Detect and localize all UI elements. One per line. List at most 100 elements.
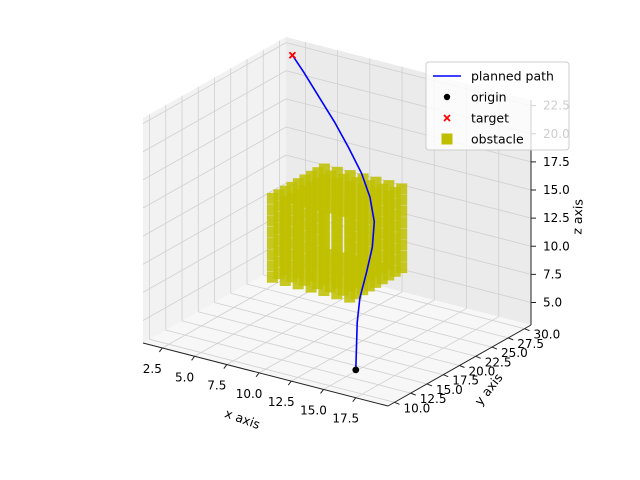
x-tick-label: 15.0	[300, 403, 327, 417]
obstacle-voxel	[389, 265, 401, 277]
obstacle-voxel	[363, 201, 375, 213]
y-tick-label: 10.0	[404, 401, 431, 415]
obstacle-voxel	[350, 287, 362, 299]
x-tick-mark	[320, 389, 324, 394]
obstacle-voxel	[350, 265, 362, 277]
obstacle-voxel	[318, 163, 330, 175]
obstacle-voxel	[357, 194, 369, 206]
obstacle-voxel	[344, 170, 356, 182]
obstacle-voxel	[318, 251, 330, 263]
obstacle-voxel	[273, 223, 285, 234]
x-axis-line	[142, 342, 389, 407]
obstacle-voxel	[292, 267, 304, 279]
obstacle-voxel	[357, 273, 369, 284]
obstacle-voxel	[370, 243, 382, 255]
obstacle-voxel	[331, 243, 343, 255]
z-tick-label: 5.0	[543, 296, 562, 310]
planned-path	[291, 54, 376, 370]
obstacle-voxel	[331, 277, 343, 288]
obstacle-voxel	[370, 254, 382, 266]
obstacle-voxel	[305, 247, 317, 259]
obstacle-voxel	[305, 202, 317, 214]
obstacle-voxel	[286, 204, 298, 216]
obstacle-voxel	[273, 189, 285, 201]
grid-line-y-floor	[246, 283, 493, 348]
obstacle-voxel	[370, 220, 382, 232]
obstacle-voxel	[312, 278, 324, 289]
obstacle-voxel	[312, 256, 324, 268]
obstacle-voxel	[286, 249, 298, 261]
obstacle-voxel	[350, 187, 362, 199]
x-tick-mark	[158, 347, 163, 353]
obstacle-voxel	[389, 198, 401, 210]
obstacle-voxel	[331, 220, 343, 232]
obstacle-voxel	[292, 278, 304, 290]
obstacle-voxel	[383, 180, 395, 192]
obstacle-voxel	[299, 219, 311, 231]
obstacle-voxel	[344, 180, 356, 192]
origin-marker	[352, 366, 360, 374]
obstacle-voxel	[376, 261, 388, 273]
x-tick-label: 2.5	[143, 362, 162, 376]
obstacle-voxel	[325, 249, 337, 261]
obstacle-voxel	[370, 176, 382, 188]
obstacle-voxel	[273, 234, 285, 246]
obstacle-voxel	[292, 255, 304, 267]
y-tick-mark	[524, 328, 530, 332]
z-tick-label: 12.5	[543, 211, 570, 225]
obstacle-voxel	[376, 239, 388, 251]
obstacle-voxel	[266, 249, 278, 261]
grid-line-y-floor	[214, 302, 460, 366]
obstacle-voxel	[292, 210, 304, 222]
obstacle-voxel	[312, 188, 324, 200]
obstacle-voxel	[344, 257, 356, 269]
obstacle-voxel	[351, 177, 363, 189]
x-tick-mark	[191, 355, 195, 361]
obstacle-voxel	[305, 225, 317, 237]
obstacle-voxel	[331, 254, 343, 266]
obstacle-voxel	[370, 276, 382, 288]
obstacle-voxels	[266, 163, 408, 303]
obstacle-voxel	[273, 256, 285, 268]
obstacle-voxel	[363, 224, 375, 236]
obstacle-voxel	[305, 281, 317, 293]
obstacle-voxel	[325, 191, 337, 203]
obstacle-voxel	[312, 167, 324, 179]
obstacle-voxel	[344, 246, 356, 258]
grid-line-z-left	[142, 154, 287, 237]
obstacle-voxel	[376, 273, 388, 285]
grid-line-z-left	[142, 211, 287, 293]
obstacle-voxel	[279, 252, 291, 264]
y-tick-mark	[443, 374, 449, 378]
obstacle-voxel	[396, 183, 408, 195]
obstacle-voxel	[337, 284, 349, 296]
x-tick-label: 12.5	[268, 395, 295, 409]
obstacle-voxel	[266, 226, 278, 238]
obstacle-voxel	[279, 230, 291, 241]
obstacle-voxel	[383, 224, 395, 236]
obstacle-voxel	[357, 216, 369, 228]
grid-line-z-left	[142, 70, 287, 153]
y-tick-label: 12.5	[420, 392, 447, 406]
y-tick-label: 22.5	[485, 355, 512, 369]
obstacle-voxel	[337, 195, 349, 207]
obstacle-voxel	[286, 192, 298, 204]
obstacle-voxel	[299, 230, 311, 242]
y-tick-mark	[475, 355, 481, 359]
x-tick-label: 10.0	[236, 387, 263, 401]
obstacle-voxel	[396, 250, 408, 262]
y-tick-mark	[426, 383, 433, 387]
obstacle-voxel	[331, 198, 343, 210]
obstacle-voxel	[305, 214, 317, 226]
obstacle-voxel	[376, 205, 388, 217]
obstacle-voxel	[389, 254, 401, 266]
obstacle-voxel	[266, 204, 278, 216]
z-tick-label: 15.0	[543, 183, 570, 197]
obstacle-voxel	[324, 202, 336, 214]
obstacle-voxel	[286, 181, 298, 193]
obstacle-voxel	[266, 260, 278, 272]
planned-path-line	[291, 54, 376, 370]
obstacle-voxel	[376, 250, 388, 262]
obstacle-voxel	[299, 253, 311, 265]
